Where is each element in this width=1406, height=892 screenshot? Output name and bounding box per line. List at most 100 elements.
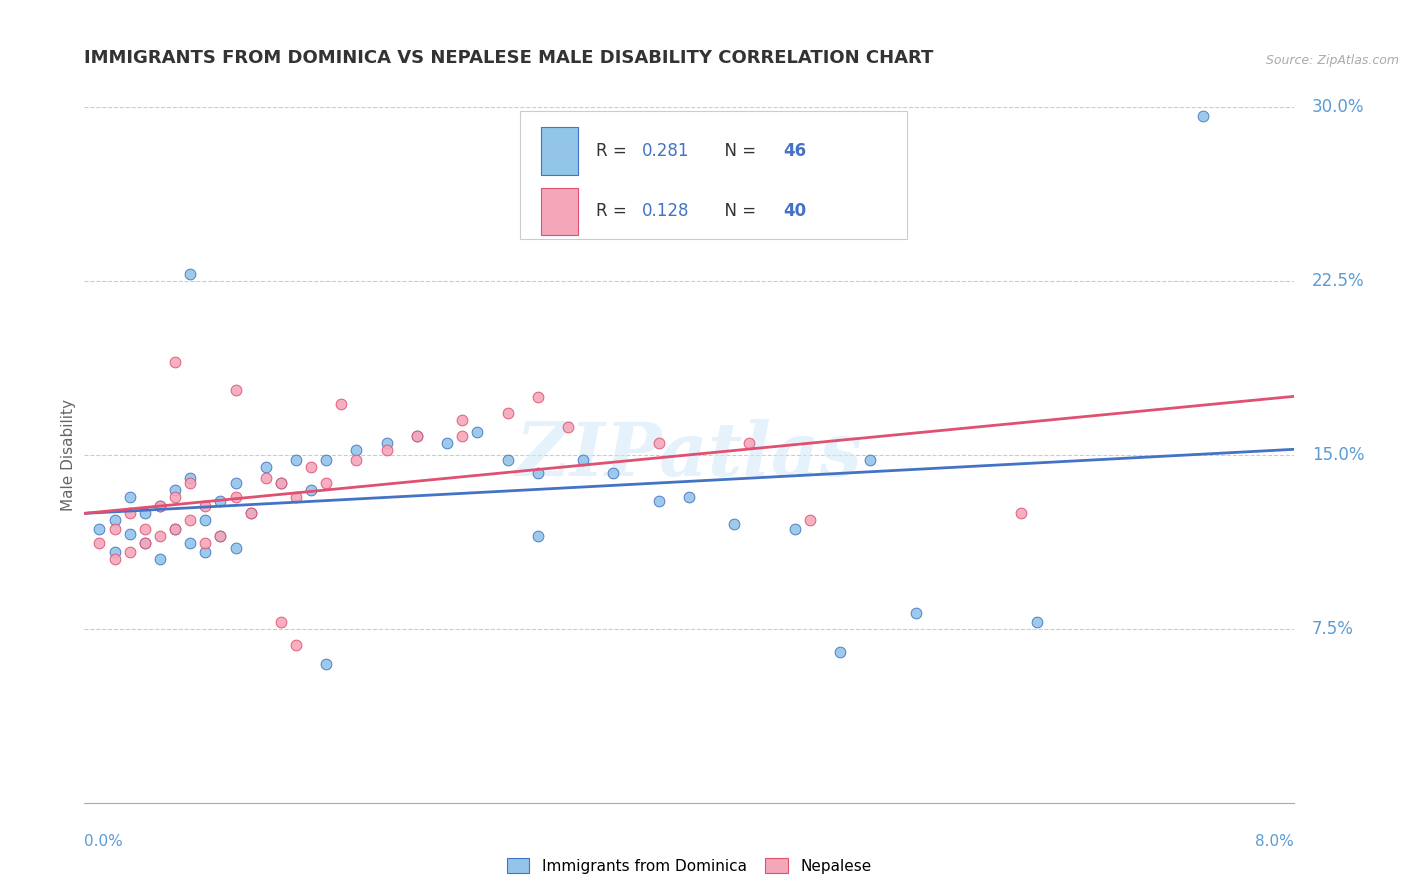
- Point: [602, 467, 624, 481]
- Point: [194, 513, 217, 527]
- Text: N =: N =: [714, 202, 762, 220]
- Point: [165, 490, 187, 504]
- Text: 0.0%: 0.0%: [84, 834, 124, 849]
- Point: [270, 475, 292, 490]
- Point: [134, 522, 156, 536]
- Point: [194, 499, 217, 513]
- Point: [467, 425, 489, 439]
- Point: [209, 494, 232, 508]
- Text: IMMIGRANTS FROM DOMINICA VS NEPALESE MALE DISABILITY CORRELATION CHART: IMMIGRANTS FROM DOMINICA VS NEPALESE MAL…: [84, 49, 934, 67]
- Point: [165, 355, 187, 369]
- Point: [315, 452, 337, 467]
- Point: [118, 506, 141, 520]
- Point: [134, 536, 156, 550]
- Point: [284, 490, 308, 504]
- Text: 30.0%: 30.0%: [1312, 98, 1364, 116]
- Point: [225, 541, 247, 555]
- Point: [149, 499, 172, 513]
- Point: [104, 513, 127, 527]
- Text: 0.281: 0.281: [641, 142, 689, 160]
- Legend: Immigrants from Dominica, Nepalese: Immigrants from Dominica, Nepalese: [501, 852, 877, 880]
- Text: 40: 40: [783, 202, 807, 220]
- Text: N =: N =: [714, 142, 762, 160]
- Point: [89, 522, 111, 536]
- Text: Source: ZipAtlas.com: Source: ZipAtlas.com: [1265, 54, 1399, 67]
- Point: [315, 657, 337, 671]
- Point: [165, 522, 187, 536]
- Point: [225, 475, 247, 490]
- Bar: [541, 128, 578, 175]
- Point: [209, 529, 232, 543]
- Point: [165, 483, 187, 497]
- Text: R =: R =: [596, 202, 631, 220]
- Point: [254, 471, 277, 485]
- Point: [783, 522, 806, 536]
- Point: [904, 606, 927, 620]
- Point: [1192, 109, 1215, 123]
- Point: [299, 483, 322, 497]
- Point: [496, 452, 519, 467]
- Point: [315, 475, 337, 490]
- Point: [346, 443, 368, 458]
- Point: [209, 529, 232, 543]
- Point: [647, 436, 671, 450]
- Text: 8.0%: 8.0%: [1254, 834, 1294, 849]
- Point: [406, 429, 429, 443]
- Point: [451, 429, 474, 443]
- Point: [1025, 615, 1047, 629]
- Text: R =: R =: [596, 142, 631, 160]
- Point: [239, 506, 262, 520]
- Point: [284, 638, 308, 652]
- Point: [723, 517, 745, 532]
- Point: [225, 383, 247, 397]
- Point: [830, 645, 852, 659]
- Point: [527, 529, 550, 543]
- Point: [89, 536, 111, 550]
- Bar: [541, 187, 578, 235]
- Point: [194, 545, 217, 559]
- Text: 22.5%: 22.5%: [1312, 272, 1364, 290]
- Text: 15.0%: 15.0%: [1312, 446, 1364, 464]
- Point: [738, 436, 761, 450]
- FancyBboxPatch shape: [520, 111, 907, 239]
- Point: [647, 494, 671, 508]
- Point: [557, 420, 579, 434]
- Text: 0.128: 0.128: [641, 202, 689, 220]
- Point: [270, 475, 292, 490]
- Point: [451, 413, 474, 427]
- Point: [527, 467, 550, 481]
- Point: [299, 459, 322, 474]
- Point: [149, 499, 172, 513]
- Text: 46: 46: [783, 142, 807, 160]
- Y-axis label: Male Disability: Male Disability: [60, 399, 76, 511]
- Point: [194, 536, 217, 550]
- Point: [254, 459, 277, 474]
- Point: [572, 452, 595, 467]
- Point: [799, 513, 821, 527]
- Point: [859, 452, 882, 467]
- Point: [179, 471, 201, 485]
- Point: [239, 506, 262, 520]
- Point: [165, 522, 187, 536]
- Point: [104, 552, 127, 566]
- Point: [375, 443, 398, 458]
- Point: [284, 452, 308, 467]
- Point: [118, 526, 141, 541]
- Point: [270, 615, 292, 629]
- Point: [179, 267, 201, 281]
- Point: [527, 390, 550, 404]
- Point: [149, 552, 172, 566]
- Point: [118, 490, 141, 504]
- Point: [678, 490, 700, 504]
- Point: [406, 429, 429, 443]
- Point: [118, 545, 141, 559]
- Point: [375, 436, 398, 450]
- Text: 7.5%: 7.5%: [1312, 620, 1354, 638]
- Point: [496, 406, 519, 420]
- Point: [149, 529, 172, 543]
- Point: [436, 436, 458, 450]
- Point: [1011, 506, 1033, 520]
- Point: [179, 475, 201, 490]
- Point: [179, 513, 201, 527]
- Point: [330, 397, 353, 411]
